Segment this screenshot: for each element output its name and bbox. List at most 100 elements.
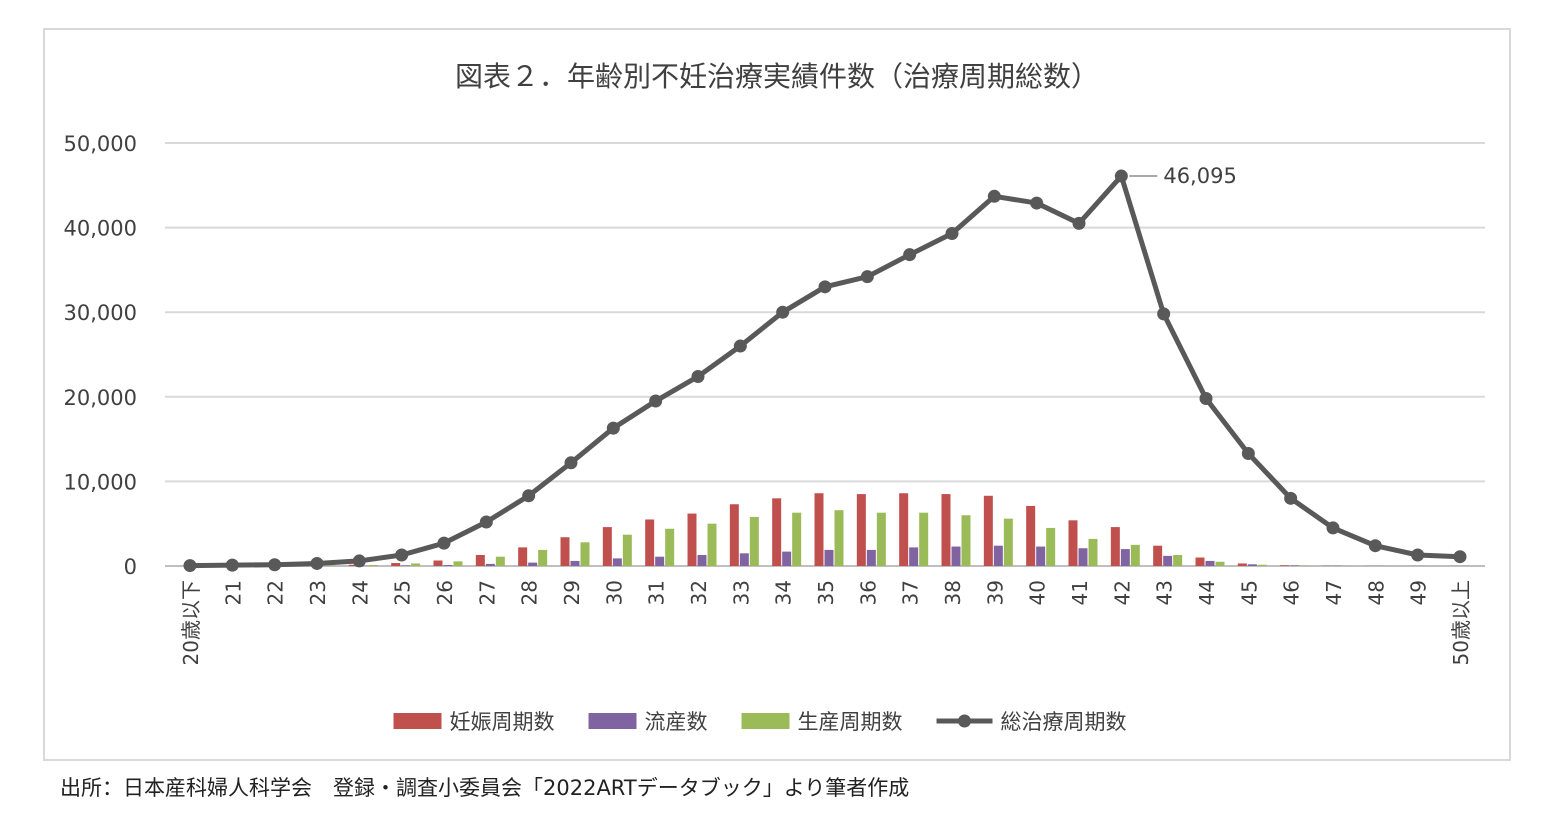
bar [1163, 555, 1173, 566]
bar [401, 565, 411, 566]
bar [739, 553, 749, 566]
bar [961, 515, 971, 566]
bar [485, 563, 495, 566]
bar [951, 546, 961, 566]
bar [1153, 545, 1163, 566]
line-point [1411, 548, 1425, 562]
bar-layer [179, 493, 1479, 566]
x-tick-label: 35 [814, 580, 838, 605]
chart-title: 図表２．年齢別不妊治療実績件数（治療周期総数） [455, 60, 1099, 93]
x-tick-label: 43 [1153, 580, 1177, 605]
x-axis-ticks: 20歳以下 21 22 23 24 25 26 27 28 29 30 31 32 33 34 35 36 37 3… [179, 580, 1473, 665]
line-point [437, 536, 451, 550]
line-point [1368, 539, 1382, 553]
line-point [903, 248, 917, 262]
x-tick-label: 33 [729, 580, 753, 605]
bar [909, 547, 919, 566]
y-tick-label: 40,000 [64, 217, 137, 241]
bar [391, 563, 401, 566]
line-point [522, 489, 536, 503]
bar [707, 523, 717, 566]
line-point [183, 559, 197, 573]
x-tick-label: 40 [1026, 580, 1050, 605]
line-point [479, 515, 493, 529]
line-point [987, 189, 1001, 203]
bar [1026, 505, 1036, 566]
x-tick-label: 24 [348, 580, 372, 605]
line-point [1199, 391, 1213, 405]
bar [866, 549, 876, 566]
legend-swatch [393, 713, 442, 729]
bar [368, 564, 378, 566]
line-point [860, 270, 874, 284]
line-point [352, 554, 366, 568]
bar [518, 547, 528, 566]
bar [899, 493, 909, 566]
series-line [189, 173, 1461, 569]
line-point [1157, 307, 1171, 321]
bar [1088, 538, 1098, 566]
bar [1237, 563, 1247, 566]
bar [1110, 527, 1120, 566]
y-tick-label: 50,000 [64, 132, 137, 156]
bar [792, 512, 802, 566]
bar [1205, 560, 1215, 566]
bar [941, 494, 951, 566]
bar [528, 562, 538, 566]
annotation-layer: 46,095 [1129, 164, 1237, 188]
line-point [818, 280, 832, 294]
bar [876, 512, 886, 566]
line-point [1072, 216, 1086, 230]
bar [655, 556, 665, 566]
bar [824, 549, 834, 566]
x-tick-label: 45 [1237, 580, 1261, 605]
legend-swatch [588, 713, 637, 729]
x-tick-label: 39 [983, 580, 1007, 605]
x-tick-label: 20歳以下 [179, 580, 203, 665]
bar [1215, 561, 1225, 566]
x-tick-label: 42 [1110, 580, 1134, 605]
bar [348, 564, 358, 566]
bar [1247, 564, 1257, 566]
x-tick-label: 36 [856, 580, 880, 605]
bar [560, 537, 570, 566]
chart-svg: 図表２．年齢別不妊治療実績件数（治療周期総数） 0 10,000 20,000 30,… [64, 60, 1485, 734]
bar [1078, 548, 1088, 566]
line-layer [183, 169, 1467, 573]
line-point [564, 456, 578, 470]
x-tick-label: 23 [306, 580, 330, 605]
legend-marker [958, 714, 971, 728]
bar [1130, 544, 1140, 566]
bar [1003, 518, 1013, 566]
bar [697, 555, 707, 566]
x-tick-label: 31 [645, 580, 669, 605]
legend-label: 生産周期数 [798, 710, 903, 734]
bar [1290, 565, 1300, 566]
bar [622, 534, 632, 566]
line-point [268, 558, 282, 572]
x-tick-label: 25 [391, 580, 415, 605]
bar [580, 542, 590, 566]
line-point [1114, 169, 1128, 183]
line-point [691, 369, 705, 383]
bar [495, 556, 505, 566]
legend-label: 妊娠周期数 [450, 710, 555, 734]
bar [443, 565, 453, 566]
legend-label: 流産数 [645, 710, 708, 734]
x-tick-label: 26 [433, 580, 457, 605]
bar [538, 549, 548, 566]
x-tick-label: 48 [1364, 580, 1388, 605]
line-point [776, 305, 790, 319]
bar [475, 555, 485, 566]
bar [1257, 564, 1267, 566]
y-tick-label: 10,000 [64, 470, 137, 494]
x-tick-label: 38 [941, 580, 965, 605]
bar [665, 528, 675, 566]
line-point [606, 421, 620, 435]
bar [602, 527, 612, 566]
line-point [395, 548, 409, 562]
chart-frame: 図表２．年齢別不妊治療実績件数（治療周期総数） 0 10,000 20,000 30,… [43, 28, 1511, 761]
annotation-label: 46,095 [1163, 164, 1236, 188]
bar [983, 495, 993, 566]
bar [834, 510, 844, 566]
